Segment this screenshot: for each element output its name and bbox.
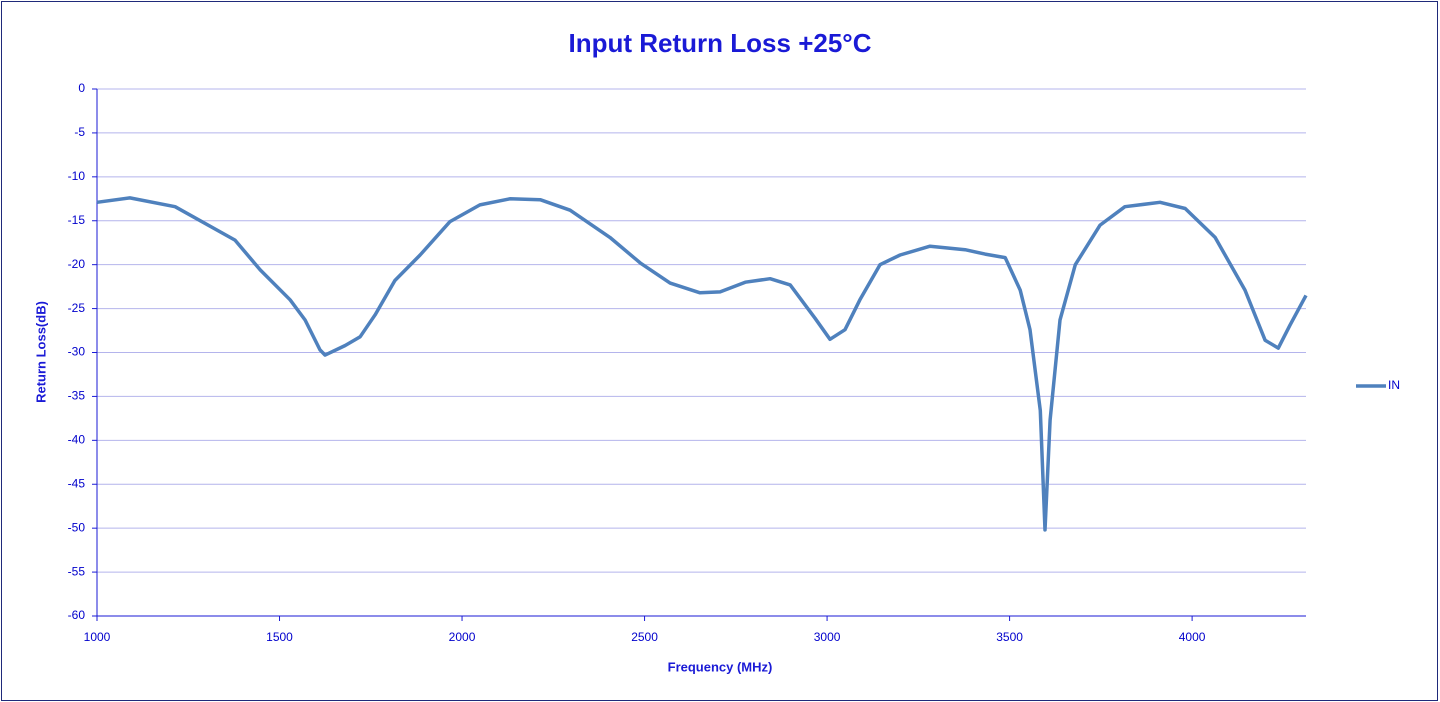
legend-label: IN: [1388, 378, 1400, 392]
data-line: [96, 196, 1308, 532]
y-tick-label: -55: [68, 564, 86, 578]
y-axis-title: Return Loss(dB): [33, 301, 48, 403]
chart-title: Input Return Loss +25°C: [569, 28, 872, 58]
y-tick-label: -50: [68, 520, 86, 534]
x-tick-label: 1000: [84, 630, 111, 644]
y-tick-label: -20: [68, 257, 86, 271]
y-tick-label: -60: [68, 608, 86, 622]
y-tick-label: -25: [68, 301, 86, 315]
x-tick-label: 2000: [449, 630, 476, 644]
y-tick-label: -40: [68, 433, 86, 447]
x-tick-label: 3500: [996, 630, 1023, 644]
y-tick-label: -15: [68, 213, 86, 227]
x-tick-label: 2500: [631, 630, 658, 644]
y-tick-label: 0: [78, 81, 85, 95]
x-axis-title: Frequency (MHz): [668, 659, 773, 674]
y-tick-label: -35: [68, 389, 86, 403]
x-tick-label: 4000: [1179, 630, 1206, 644]
y-tick-label: -45: [68, 476, 86, 490]
y-tick-label: -30: [68, 345, 86, 359]
y-tick-label: -5: [74, 125, 85, 139]
x-tick-label: 3000: [814, 630, 841, 644]
x-tick-label: 1500: [266, 630, 293, 644]
y-tick-label: -10: [68, 169, 86, 183]
